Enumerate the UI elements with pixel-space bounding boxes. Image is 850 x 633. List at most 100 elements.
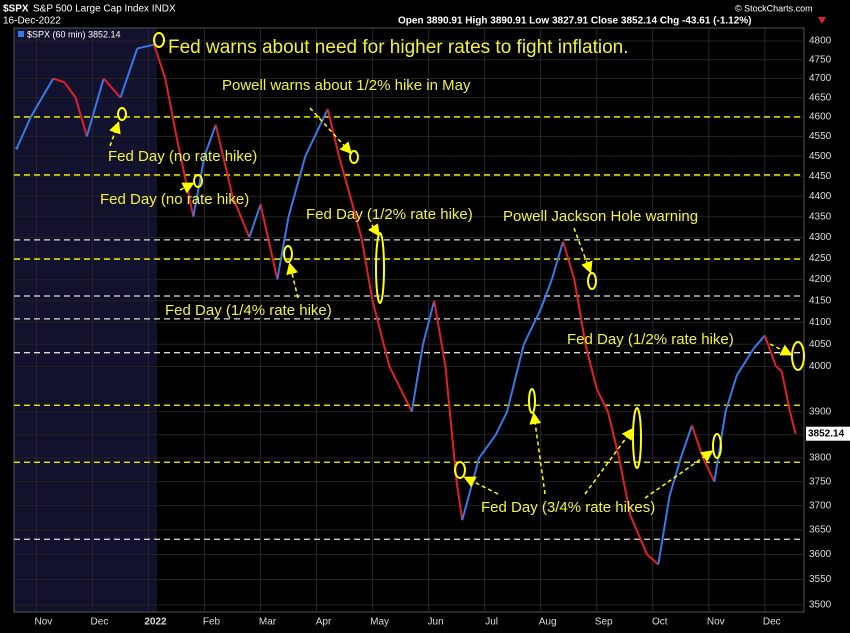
price-segment: [259, 204, 279, 280]
price-segment: [455, 481, 464, 521]
arrow: [529, 412, 546, 495]
x-tick-label: Mar: [259, 617, 277, 628]
price-segment: [646, 553, 659, 566]
price-segment: [399, 388, 413, 413]
annotation: Fed Day (3/4% rate hikes): [481, 499, 655, 516]
price-segment: [214, 124, 234, 197]
price-segment: [276, 216, 290, 280]
y-tick-label: 4000: [809, 361, 832, 372]
arrow: [109, 121, 121, 147]
x-tick-label: Jun: [428, 617, 444, 628]
y-tick-label: 3800: [809, 453, 832, 464]
price-segment: [478, 434, 497, 459]
last-price-box: [806, 426, 850, 441]
arrow: [286, 262, 299, 299]
highlight: [712, 433, 722, 459]
x-tick-label: Oct: [652, 617, 668, 628]
x-tick-label: 2022: [144, 617, 167, 628]
price-segment: [304, 132, 318, 157]
price-segment: [119, 48, 139, 98]
annotation: Powell warns about 1/2% hike in May: [222, 77, 471, 94]
price-segment: [724, 375, 738, 412]
price-segment: [595, 388, 609, 413]
x-tick-label: Nov: [707, 617, 725, 628]
price-segment: [713, 411, 727, 482]
highlight: [283, 245, 293, 263]
quote: Open 3890.91 High 3890.91 Low 3827.91 Cl…: [398, 16, 752, 27]
highlight: [153, 32, 165, 48]
price-segment: [461, 457, 481, 521]
y-tick-label: 4650: [809, 92, 832, 103]
y-tick-label: 4400: [809, 191, 832, 202]
price-segment: [410, 344, 424, 412]
y-tick-label: 4550: [809, 131, 832, 142]
annotation: Fed Day (1/2% rate hike): [567, 331, 734, 348]
y-tick-label: 3550: [809, 574, 832, 585]
price-segment: [752, 334, 766, 350]
x-tick-label: Aug: [539, 617, 557, 628]
x-tick-label: Sep: [595, 617, 613, 628]
price-segment: [735, 348, 755, 376]
price-segment: [657, 495, 671, 565]
price-segment: [153, 44, 167, 79]
price-segment: [494, 411, 508, 436]
y-tick-label: 4450: [809, 171, 832, 182]
y-tick-label: 4050: [809, 339, 832, 350]
prior-year-shade: [14, 28, 157, 612]
price-segment: [539, 279, 553, 310]
arrow: [584, 427, 634, 495]
price-segment: [102, 77, 122, 99]
price-segment: [287, 155, 307, 217]
price-segment: [52, 77, 65, 84]
y-tick-label: 4500: [809, 151, 832, 162]
price-segment: [85, 78, 105, 137]
legend-swatch: [18, 31, 24, 37]
arrow: [573, 227, 593, 274]
price-segment: [775, 365, 783, 372]
y-tick-label: 4150: [809, 295, 832, 306]
price-segment: [763, 335, 777, 367]
x-tick-label: Jul: [485, 617, 498, 628]
y-tick-label: 4100: [809, 317, 832, 328]
price-segment: [326, 108, 340, 157]
down-arrow: [818, 17, 826, 24]
price-segment: [15, 116, 32, 149]
legend-label: $SPX (60 min) 3852.14: [27, 29, 121, 39]
price-segment: [74, 97, 88, 137]
annotation: Fed Day (no rate hike): [108, 148, 257, 165]
highlight: [117, 107, 127, 121]
y-tick-label: 4200: [809, 274, 832, 285]
price-segment: [360, 237, 374, 301]
price-segment: [573, 279, 587, 345]
price-segment: [203, 124, 217, 157]
price-segment: [506, 344, 525, 412]
y-tick-label: 3500: [809, 599, 832, 610]
x-tick-label: Feb: [203, 617, 221, 628]
arrow: [179, 182, 195, 194]
price-segment: [584, 344, 598, 390]
price-segment: [550, 241, 565, 280]
price-segment: [562, 241, 576, 280]
y-tick-label: 4800: [809, 36, 832, 47]
price-segment: [338, 155, 352, 197]
y-tick-label: 4700: [809, 73, 832, 84]
arrow: [769, 343, 793, 356]
price-segment: [29, 97, 43, 118]
plot-frame: [13, 27, 805, 613]
highlight: [454, 461, 466, 479]
x-tick-label: Dec: [763, 617, 781, 628]
price-segment: [248, 204, 262, 238]
arrow: [309, 107, 353, 155]
price-segment: [137, 43, 155, 50]
y-tick-label: 3700: [809, 500, 832, 511]
y-tick-label: 3900: [809, 406, 832, 417]
price-segment: [679, 425, 693, 459]
date: 16-Dec-2022: [3, 16, 61, 27]
price-segment: [63, 81, 77, 99]
symbol: $SPX: [3, 4, 29, 15]
y-tick-label: 4300: [809, 232, 832, 243]
title: S&P 500 Large Cap Index INDX: [33, 4, 176, 15]
y-tick-label: 3750: [809, 476, 832, 487]
last-price-label: 3852.14: [808, 428, 845, 439]
